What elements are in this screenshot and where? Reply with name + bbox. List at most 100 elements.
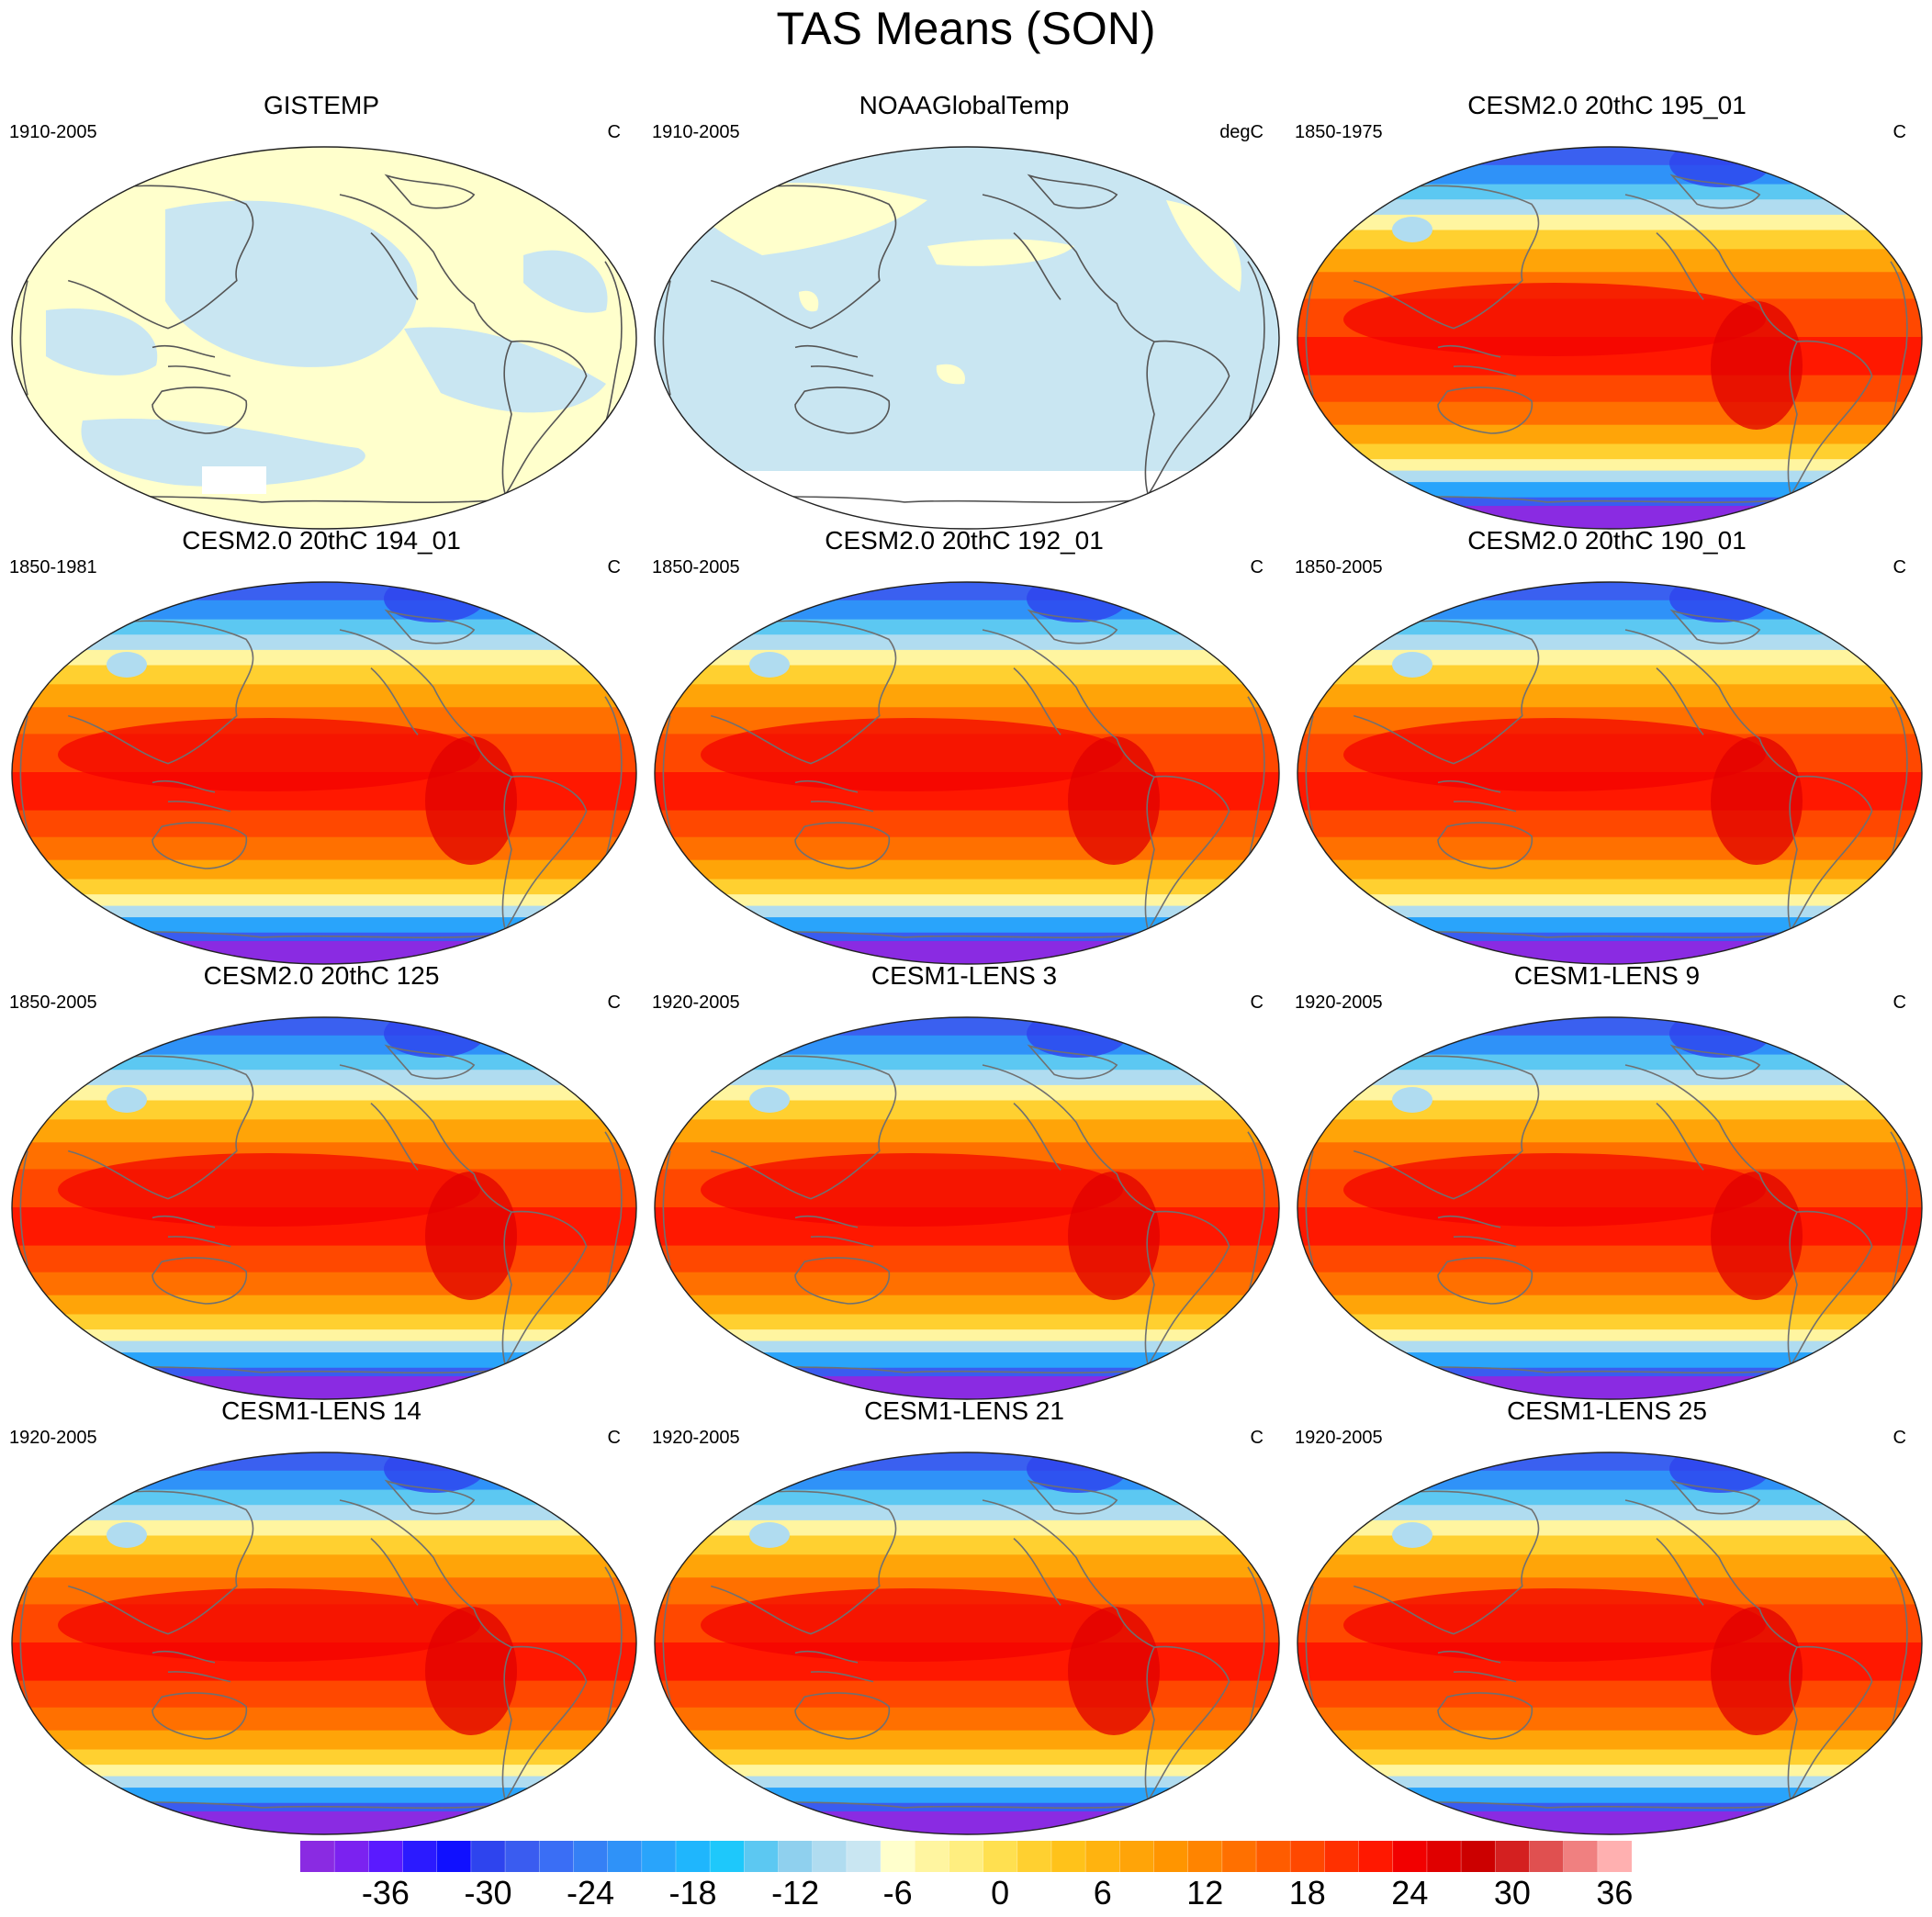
map-border bbox=[11, 146, 637, 530]
coastlines bbox=[662, 1044, 1265, 1373]
coastline bbox=[1890, 261, 1908, 424]
coastline bbox=[1305, 1586, 1314, 1701]
coastline bbox=[1305, 715, 1314, 831]
coastline bbox=[1322, 185, 1540, 330]
colorbar-swatch bbox=[1119, 1841, 1154, 1872]
map-border bbox=[654, 581, 1280, 965]
coastline bbox=[37, 185, 254, 330]
colorbar-swatch bbox=[641, 1841, 677, 1872]
map-panel: CESM1-LENS 9 1920-2005 C bbox=[1286, 960, 1928, 1400]
coastline bbox=[1144, 340, 1230, 497]
coastline bbox=[1322, 1055, 1540, 1200]
coastline bbox=[152, 1257, 248, 1305]
coastline bbox=[982, 1064, 1155, 1213]
colorbar-swatch bbox=[470, 1841, 506, 1872]
temperature-field bbox=[12, 1452, 636, 1834]
colorbar-swatch bbox=[1187, 1841, 1223, 1872]
coastline bbox=[1322, 620, 1540, 765]
coastline bbox=[384, 1044, 476, 1080]
coastline bbox=[1027, 1479, 1118, 1515]
map-canvas bbox=[11, 581, 637, 965]
temperature-field bbox=[12, 147, 636, 529]
coastline bbox=[1437, 1692, 1533, 1740]
colorbar-tick-label: 36 bbox=[1596, 1874, 1634, 1911]
coastline bbox=[501, 1210, 588, 1367]
figure-title: TAS Means (SON) bbox=[776, 3, 1156, 54]
map-panel: CESM1-LENS 21 1920-2005 C bbox=[643, 1396, 1286, 1835]
coastline bbox=[1624, 629, 1798, 778]
panel-units: C bbox=[1250, 557, 1264, 577]
coastline bbox=[794, 344, 874, 377]
map-panel: GISTEMP 1910-2005 C bbox=[0, 90, 643, 530]
coastline bbox=[1144, 1645, 1230, 1802]
panel-period: 1850-1981 bbox=[9, 557, 97, 577]
panel-title: CESM2.0 20thC 190_01 bbox=[1467, 526, 1747, 555]
coastline bbox=[339, 1499, 512, 1648]
map-border bbox=[1297, 1016, 1923, 1400]
map-panel: CESM1-LENS 25 1920-2005 C bbox=[1286, 1396, 1928, 1835]
coastline bbox=[982, 194, 1155, 342]
coastline bbox=[384, 174, 476, 209]
temperature-field bbox=[655, 1017, 1279, 1399]
colorbar-swatch bbox=[1290, 1841, 1325, 1872]
colorbar-tick-label: -24 bbox=[567, 1874, 615, 1911]
panel-units: C bbox=[1250, 1428, 1264, 1448]
colorbar-tick-label: 0 bbox=[991, 1874, 1010, 1911]
colorbar-tick-label: -12 bbox=[771, 1874, 820, 1911]
coastline bbox=[19, 1150, 28, 1266]
coastline bbox=[1305, 1150, 1314, 1266]
coastline bbox=[604, 1131, 623, 1295]
coastline bbox=[1247, 261, 1265, 424]
panel-period: 1850-2005 bbox=[652, 557, 740, 577]
colorbar-swatch bbox=[983, 1841, 1018, 1872]
colorbar bbox=[300, 1841, 1632, 1872]
coastline bbox=[1144, 1210, 1230, 1367]
panel-title: CESM2.0 20thC 194_01 bbox=[182, 526, 461, 555]
coastline bbox=[19, 1586, 28, 1701]
coastline bbox=[19, 280, 28, 396]
coastlines bbox=[1305, 1044, 1908, 1373]
coastlines bbox=[19, 174, 623, 503]
map-border bbox=[654, 1452, 1280, 1835]
coastline bbox=[794, 1215, 874, 1248]
panel-units: C bbox=[607, 122, 621, 142]
colorbar-tick-label: 24 bbox=[1391, 1874, 1429, 1911]
colorbar-swatch bbox=[710, 1841, 745, 1872]
coastline bbox=[1890, 1566, 1908, 1730]
coastlines bbox=[662, 1479, 1265, 1809]
panel-period: 1920-2005 bbox=[1295, 992, 1383, 1013]
map-canvas bbox=[654, 581, 1280, 965]
coastline bbox=[1437, 1257, 1533, 1305]
map-canvas bbox=[1297, 581, 1923, 965]
colorbar-swatch bbox=[1529, 1841, 1565, 1872]
colorbar-swatch bbox=[778, 1841, 814, 1872]
coastline bbox=[662, 1586, 671, 1701]
colorbar-tick-label: -30 bbox=[464, 1874, 512, 1911]
colorbar-swatch bbox=[1495, 1841, 1530, 1872]
coastline bbox=[1890, 1131, 1908, 1295]
panel-title: CESM2.0 20thC 195_01 bbox=[1467, 91, 1747, 119]
coastline bbox=[662, 1150, 671, 1266]
coastline bbox=[1437, 779, 1517, 813]
coastline bbox=[1437, 387, 1533, 434]
panel-period: 1920-2005 bbox=[652, 1428, 740, 1448]
panel-units: C bbox=[1250, 992, 1264, 1013]
coastline bbox=[1247, 1131, 1265, 1295]
coastline bbox=[339, 194, 512, 342]
coastline bbox=[604, 261, 623, 424]
map-canvas bbox=[654, 1452, 1280, 1835]
coastline bbox=[1247, 1566, 1265, 1730]
colorbar-swatch bbox=[402, 1841, 438, 1872]
colorbar-tick-label: 30 bbox=[1493, 1874, 1531, 1911]
colorbar-swatch bbox=[846, 1841, 882, 1872]
map-canvas bbox=[654, 1016, 1280, 1400]
map-border bbox=[11, 1452, 637, 1835]
coastline bbox=[152, 1650, 231, 1683]
coastline bbox=[1669, 174, 1761, 209]
colorbar-swatch bbox=[436, 1841, 472, 1872]
colorbar-swatch bbox=[1597, 1841, 1632, 1872]
coastline bbox=[794, 1257, 891, 1305]
colorbar-tick-label: 18 bbox=[1288, 1874, 1326, 1911]
colorbar-swatch bbox=[1358, 1841, 1394, 1872]
coastline bbox=[152, 387, 248, 434]
